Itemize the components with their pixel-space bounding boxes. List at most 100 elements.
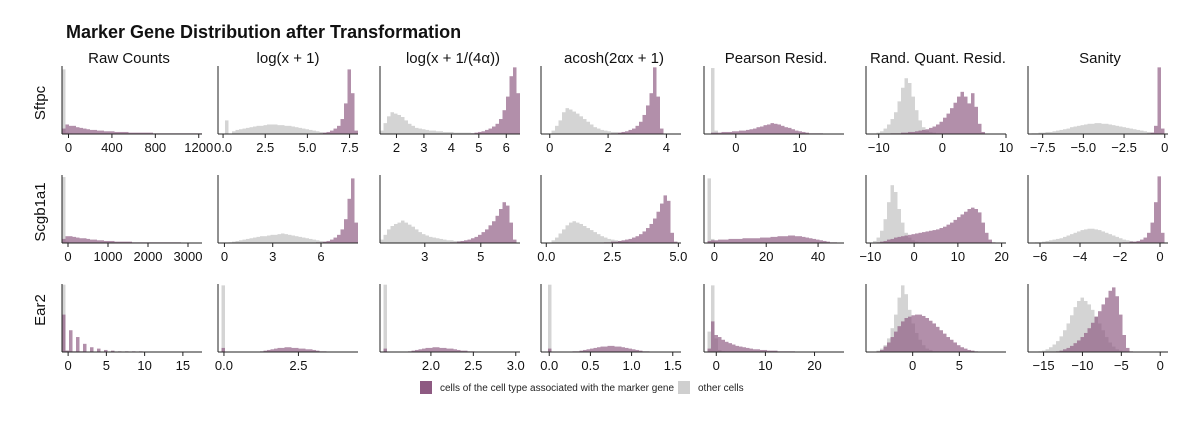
marker-cells-bar xyxy=(632,128,636,134)
marker-cells-bar xyxy=(946,224,950,243)
other-cells-bar xyxy=(316,131,320,134)
marker-cells-bar xyxy=(901,132,905,134)
marker-cells-bar xyxy=(978,123,982,134)
marker-cells-bar xyxy=(62,314,66,352)
marker-cells-bar xyxy=(795,236,799,243)
other-cells-bar xyxy=(401,220,405,243)
other-cells-bar xyxy=(422,234,426,243)
other-cells-bar xyxy=(429,130,433,134)
marker-cells-bar xyxy=(957,96,961,134)
other-cells-bar xyxy=(305,238,309,243)
x-tick-label: 0 xyxy=(1156,249,1163,264)
other-cells-bar xyxy=(232,241,236,243)
marker-cells-bar xyxy=(69,330,73,352)
marker-cells-bar xyxy=(721,239,725,243)
marker-cells-bar xyxy=(114,241,118,243)
marker-cells-bar xyxy=(967,209,971,243)
marker-cells-bar xyxy=(263,350,267,352)
other-cells-bar xyxy=(1077,231,1081,243)
marker-cells-bar xyxy=(763,237,767,243)
other-cells-bar xyxy=(1059,129,1063,134)
marker-cells-bar xyxy=(971,350,975,352)
other-cells-bar xyxy=(1087,228,1091,243)
marker-cells-bar xyxy=(1108,290,1112,352)
other-cells-bar xyxy=(558,233,562,243)
other-cells-bar xyxy=(918,120,922,134)
other-cells-bar xyxy=(225,120,229,134)
other-cells-bar xyxy=(579,223,583,243)
x-tick-label: 0 xyxy=(711,249,718,264)
marker-cells-bar xyxy=(788,127,792,134)
marker-cells-bar xyxy=(72,125,76,134)
marker-cells-bar xyxy=(711,321,715,352)
other-cells-bar xyxy=(1038,132,1042,134)
marker-cells-bar xyxy=(625,239,629,243)
other-cells-bar xyxy=(1126,127,1130,134)
other-cells-bar xyxy=(604,130,608,134)
other-cells-bar xyxy=(62,177,66,243)
marker-cells-bar xyxy=(656,96,660,134)
marker-cells-bar xyxy=(351,93,355,134)
other-cells-bar xyxy=(1084,229,1088,243)
other-cells-bar xyxy=(586,121,590,134)
x-tick-label: 0.5 xyxy=(581,358,599,373)
panel-scgb1a1-log1p: 0 3 6 xyxy=(217,175,358,264)
marker-cells-bar xyxy=(76,127,80,134)
marker-cells-bar xyxy=(880,241,884,243)
marker-cells-bar xyxy=(746,238,750,243)
marker-cells-bar xyxy=(76,337,80,352)
marker-cells-bar xyxy=(918,314,922,352)
x-tick-label: 0 xyxy=(713,358,720,373)
panel-ear2-sanity: −15 −10 −5 0 xyxy=(1027,284,1168,373)
marker-cells-bar xyxy=(718,337,722,352)
panel-ear2-logshift: 2.0 2.5 3.0 xyxy=(379,284,525,373)
marker-cells-bar xyxy=(763,349,767,352)
panel-scgb1a1-rqr: −10 0 10 20 xyxy=(859,175,1009,264)
marker-cells-bar xyxy=(100,130,104,134)
marker-cells-bar xyxy=(513,239,517,243)
marker-cells-bar xyxy=(756,238,760,243)
other-cells-bar xyxy=(572,221,576,243)
panel-sftpc-rqr: −10 0 10 xyxy=(865,66,1013,155)
panel-sftpc-logshift: 2 3 4 5 6 xyxy=(379,66,520,155)
other-cells-bar xyxy=(890,185,894,243)
marker-cells-bar xyxy=(316,350,320,352)
marker-cells-bar xyxy=(653,218,657,243)
other-cells-bar xyxy=(562,112,566,134)
other-cells-bar xyxy=(450,131,454,134)
legend-marker-label: cells of the cell type associated with t… xyxy=(440,383,674,394)
marker-cells-bar xyxy=(62,238,66,243)
marker-cells-bar xyxy=(1080,337,1084,352)
x-tick-label: 10 xyxy=(951,249,965,264)
marker-cells-bar xyxy=(967,349,971,352)
marker-cells-bar xyxy=(83,238,87,243)
marker-cells-bar xyxy=(492,126,496,134)
marker-cells-bar xyxy=(1070,345,1074,352)
other-cells-bar xyxy=(565,225,569,243)
marker-cells-bar xyxy=(774,236,778,243)
panel-scgb1a1-pearson: 0 20 40 xyxy=(703,175,844,264)
marker-cells-bar xyxy=(922,129,926,134)
marker-cells-bar xyxy=(502,202,506,243)
x-tick-label: 3000 xyxy=(174,249,203,264)
other-cells-bar xyxy=(319,240,323,243)
marker-cells-bar xyxy=(908,316,912,352)
other-cells-bar xyxy=(404,120,408,134)
marker-cells-bar xyxy=(932,126,936,134)
marker-cells-bar xyxy=(97,240,101,243)
marker-cells-bar xyxy=(756,349,760,352)
marker-cells-bar xyxy=(1066,347,1070,352)
other-cells-bar xyxy=(425,129,429,134)
marker-cells-bar xyxy=(887,342,891,352)
marker-cells-bar xyxy=(1129,241,1133,243)
legend-other-swatch xyxy=(678,381,690,394)
other-cells-bar xyxy=(281,233,285,243)
other-cells-bar xyxy=(291,126,295,134)
other-cells-bar xyxy=(901,285,905,352)
marker-cells-bar xyxy=(971,207,975,243)
marker-cells-bar xyxy=(656,211,660,243)
marker-cells-bar xyxy=(76,237,80,243)
other-cells-bar xyxy=(1084,124,1088,134)
other-cells-bar xyxy=(453,132,457,134)
other-cells-bar xyxy=(411,125,415,134)
